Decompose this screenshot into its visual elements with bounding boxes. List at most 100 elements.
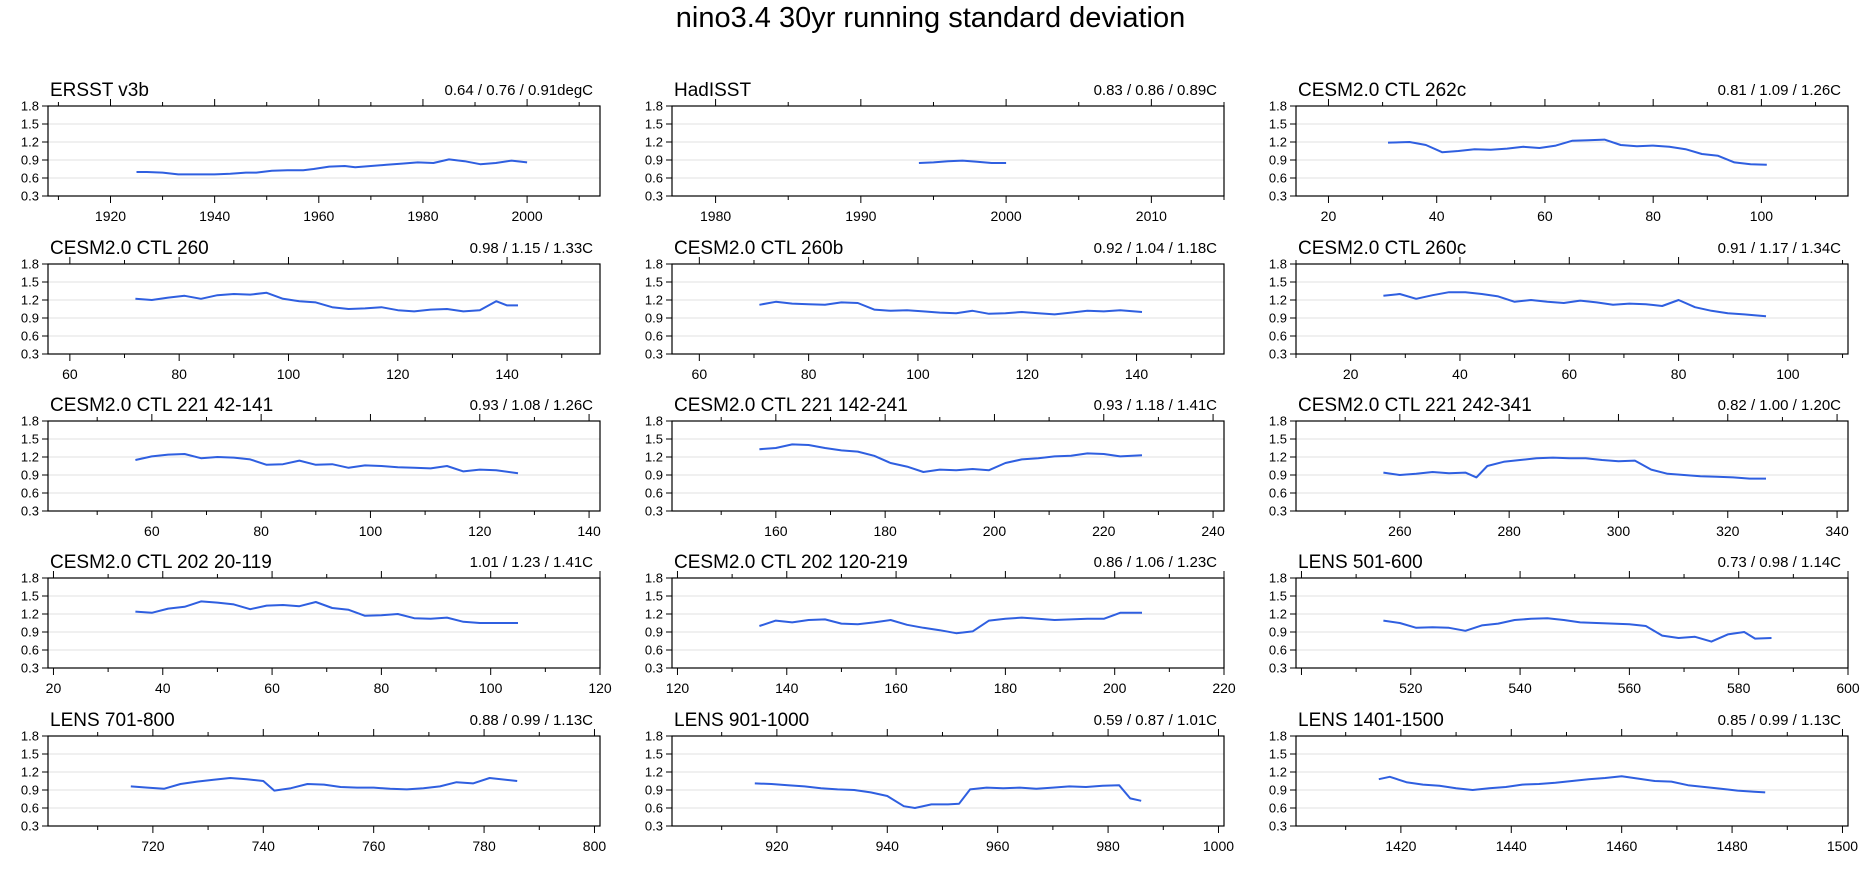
panel-stats: 0.81 / 1.09 / 1.26C bbox=[1718, 82, 1842, 99]
x-tick-label: 940 bbox=[876, 838, 900, 854]
y-tick-label: 0.9 bbox=[645, 153, 663, 168]
x-tick-label: 760 bbox=[362, 838, 386, 854]
x-tick-label: 280 bbox=[1497, 523, 1521, 539]
x-tick-label: 120 bbox=[1016, 366, 1040, 382]
series-line bbox=[1383, 617, 1772, 643]
plot-frame bbox=[47, 735, 601, 827]
series-line bbox=[136, 158, 528, 176]
x-tick-label: 40 bbox=[1429, 208, 1445, 224]
x-tick-label: 600 bbox=[1836, 680, 1860, 696]
plot-frame bbox=[47, 420, 601, 512]
x-tick-label: 100 bbox=[1750, 208, 1774, 224]
y-tick-label: 1.5 bbox=[21, 747, 39, 762]
x-tick-label: 20 bbox=[1343, 366, 1359, 382]
x-tick-label: 20 bbox=[1321, 208, 1337, 224]
x-tick-label: 60 bbox=[1561, 366, 1577, 382]
y-tick-label: 0.9 bbox=[1269, 468, 1287, 483]
y-tick-label: 0.9 bbox=[21, 625, 39, 640]
y-tick-label: 0.3 bbox=[645, 661, 663, 676]
plot-frame bbox=[47, 577, 601, 669]
x-tick-label: 140 bbox=[1125, 366, 1149, 382]
x-tick-label: 2010 bbox=[1136, 208, 1167, 224]
y-tick-label: 0.3 bbox=[1269, 504, 1287, 519]
x-tick-label: 60 bbox=[264, 680, 280, 696]
x-tick-label: 960 bbox=[986, 838, 1010, 854]
x-tick-label: 520 bbox=[1399, 680, 1423, 696]
x-tick-label: 980 bbox=[1096, 838, 1120, 854]
x-tick-label: 1480 bbox=[1717, 838, 1748, 854]
panel-9: CESM2.0 CTL 221 242-341 0.82 / 1.00 / 1.2… bbox=[1269, 395, 1849, 539]
panel-title: CESM2.0 CTL 221 42-141 bbox=[50, 395, 273, 416]
x-tick-label: 1980 bbox=[407, 208, 438, 224]
series-line bbox=[1383, 456, 1766, 480]
panel-title: LENS 1401-1500 bbox=[1298, 710, 1444, 731]
x-tick-label: 80 bbox=[1645, 208, 1661, 224]
x-tick-label: 80 bbox=[1671, 366, 1687, 382]
figure-title: nino3.4 30yr running standard deviation bbox=[675, 2, 1186, 34]
panel-title: CESM2.0 CTL 260b bbox=[674, 238, 843, 259]
y-tick-label: 0.6 bbox=[645, 171, 663, 186]
series-line bbox=[135, 453, 519, 475]
x-tick-label: 1960 bbox=[303, 208, 334, 224]
y-tick-label: 0.6 bbox=[645, 801, 663, 816]
y-tick-label: 0.3 bbox=[1269, 819, 1287, 834]
y-tick-label: 0.6 bbox=[1269, 171, 1287, 186]
y-tick-label: 1.5 bbox=[21, 432, 39, 447]
x-tick-label: 100 bbox=[277, 366, 301, 382]
x-tick-label: 140 bbox=[775, 680, 799, 696]
x-tick-label: 20 bbox=[46, 680, 62, 696]
y-tick-label: 1.8 bbox=[21, 414, 39, 429]
y-tick-label: 0.3 bbox=[1269, 189, 1287, 204]
x-tick-label: 100 bbox=[479, 680, 503, 696]
panel-title: CESM2.0 CTL 202 20-119 bbox=[50, 552, 272, 573]
x-tick-label: 720 bbox=[141, 838, 165, 854]
x-tick-label: 1420 bbox=[1385, 838, 1416, 854]
x-tick-label: 300 bbox=[1607, 523, 1631, 539]
x-tick-label: 60 bbox=[62, 366, 78, 382]
y-tick-label: 1.2 bbox=[21, 293, 39, 308]
series-line bbox=[135, 600, 518, 624]
series-line bbox=[754, 782, 1142, 809]
y-tick-label: 1.5 bbox=[645, 432, 663, 447]
y-tick-label: 1.5 bbox=[1269, 747, 1287, 762]
x-tick-label: 200 bbox=[1103, 680, 1127, 696]
y-tick-label: 0.9 bbox=[645, 783, 663, 798]
y-tick-label: 1.2 bbox=[645, 450, 663, 465]
y-tick-label: 1.5 bbox=[645, 747, 663, 762]
y-tick-label: 0.3 bbox=[21, 347, 39, 362]
y-tick-label: 0.3 bbox=[645, 347, 663, 362]
y-tick-label: 1.2 bbox=[1269, 450, 1287, 465]
plot-frame bbox=[671, 263, 1225, 355]
y-tick-label: 1.2 bbox=[645, 293, 663, 308]
y-tick-label: 1.8 bbox=[21, 257, 39, 272]
y-tick-label: 0.9 bbox=[21, 153, 39, 168]
y-tick-label: 1.2 bbox=[645, 607, 663, 622]
x-tick-label: 180 bbox=[873, 523, 897, 539]
x-tick-label: 40 bbox=[1452, 366, 1468, 382]
x-tick-label: 180 bbox=[994, 680, 1018, 696]
y-tick-label: 0.6 bbox=[21, 486, 39, 501]
y-tick-label: 0.9 bbox=[21, 311, 39, 326]
y-tick-label: 0.6 bbox=[21, 643, 39, 658]
series-line bbox=[918, 159, 1007, 164]
panel-stats: 1.01 / 1.23 / 1.41C bbox=[470, 554, 594, 571]
x-tick-label: 1460 bbox=[1606, 838, 1637, 854]
y-tick-label: 1.2 bbox=[21, 135, 39, 150]
x-tick-label: 2000 bbox=[512, 208, 543, 224]
x-tick-label: 120 bbox=[666, 680, 690, 696]
y-tick-label: 1.2 bbox=[21, 607, 39, 622]
x-tick-label: 160 bbox=[884, 680, 908, 696]
panel-2: HadISST 0.83 / 0.86 / 0.89C 0.3 0.6 0.9 1.2 1.… bbox=[645, 80, 1225, 224]
y-tick-label: 0.3 bbox=[645, 504, 663, 519]
y-tick-label: 1.8 bbox=[1269, 729, 1287, 744]
x-tick-label: 240 bbox=[1201, 523, 1225, 539]
panel-title: LENS 501-600 bbox=[1298, 552, 1423, 573]
plot-frame bbox=[671, 420, 1225, 512]
y-tick-label: 1.5 bbox=[1269, 432, 1287, 447]
y-tick-label: 0.3 bbox=[1269, 661, 1287, 676]
panel-stats: 0.91 / 1.17 / 1.34C bbox=[1718, 240, 1842, 257]
panel-title: LENS 901-1000 bbox=[674, 710, 809, 731]
x-tick-label: 1440 bbox=[1496, 838, 1527, 854]
y-tick-label: 0.6 bbox=[1269, 801, 1287, 816]
